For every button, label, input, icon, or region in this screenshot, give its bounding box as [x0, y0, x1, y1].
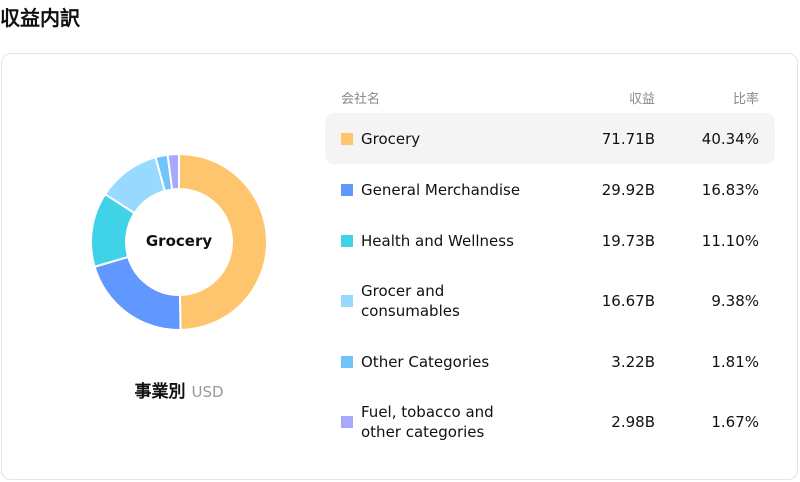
donut-chart: [90, 152, 268, 332]
row-name: Other Categories: [361, 352, 490, 371]
page-title: 収益内訳: [0, 6, 80, 30]
donut-center-label: Grocery: [145, 232, 213, 250]
row-revenue: 19.73B: [601, 231, 655, 250]
row-ratio: 1.67%: [711, 413, 759, 431]
legend-swatch: [341, 132, 353, 145]
row-ratio: 1.81%: [711, 352, 759, 371]
caption-main: 事業別: [134, 382, 186, 402]
row-revenue: 71.71B: [601, 129, 655, 148]
legend-swatch: [341, 355, 353, 368]
legend-swatch: [341, 416, 353, 428]
table-row[interactable]: Fuel, tobacco and other categories 2.98B…: [325, 387, 775, 457]
row-ratio: 40.34%: [701, 129, 759, 148]
chart-caption: 事業別 USD: [0, 377, 358, 402]
header-revenue: 収益: [628, 92, 655, 107]
row-revenue: 3.22B: [611, 352, 655, 371]
row-name: Grocery: [361, 129, 421, 148]
row-revenue: 2.98B: [611, 413, 655, 431]
row-name: Health and Wellness: [361, 231, 514, 250]
row-ratio: 16.83%: [701, 180, 759, 199]
table-row[interactable]: Health and Wellness 19.73B 11.10%: [325, 215, 775, 266]
revenue-card: [1, 53, 798, 480]
row-name: Grocer and consumables: [361, 282, 460, 320]
row-name: Fuel, tobacco and other categories: [361, 403, 494, 441]
row-name: General Merchandise: [361, 180, 521, 199]
legend-swatch: [341, 183, 353, 196]
row-revenue: 16.67B: [601, 292, 655, 310]
table-row[interactable]: Grocer and consumables 16.67B 9.38%: [325, 266, 775, 336]
legend-swatch: [341, 295, 353, 307]
donut-slice-fuel-tobacco-and-other-categories[interactable]: [166, 152, 180, 191]
table-row[interactable]: General Merchandise 29.92B 16.83%: [325, 164, 775, 215]
donut-slice-grocery[interactable]: [178, 152, 268, 332]
header-name: 会社名: [341, 92, 381, 107]
row-ratio: 11.10%: [701, 231, 759, 250]
row-ratio: 9.38%: [711, 292, 759, 310]
table-row[interactable]: Other Categories 3.22B 1.81%: [325, 336, 775, 387]
row-revenue: 29.92B: [601, 180, 655, 199]
donut-slice-general-merchandise[interactable]: [93, 255, 182, 331]
table-row[interactable]: Grocery 71.71B 40.34%: [325, 113, 775, 164]
caption-unit: USD: [191, 383, 224, 401]
legend-swatch: [341, 234, 353, 247]
header-ratio: 比率: [732, 92, 759, 107]
